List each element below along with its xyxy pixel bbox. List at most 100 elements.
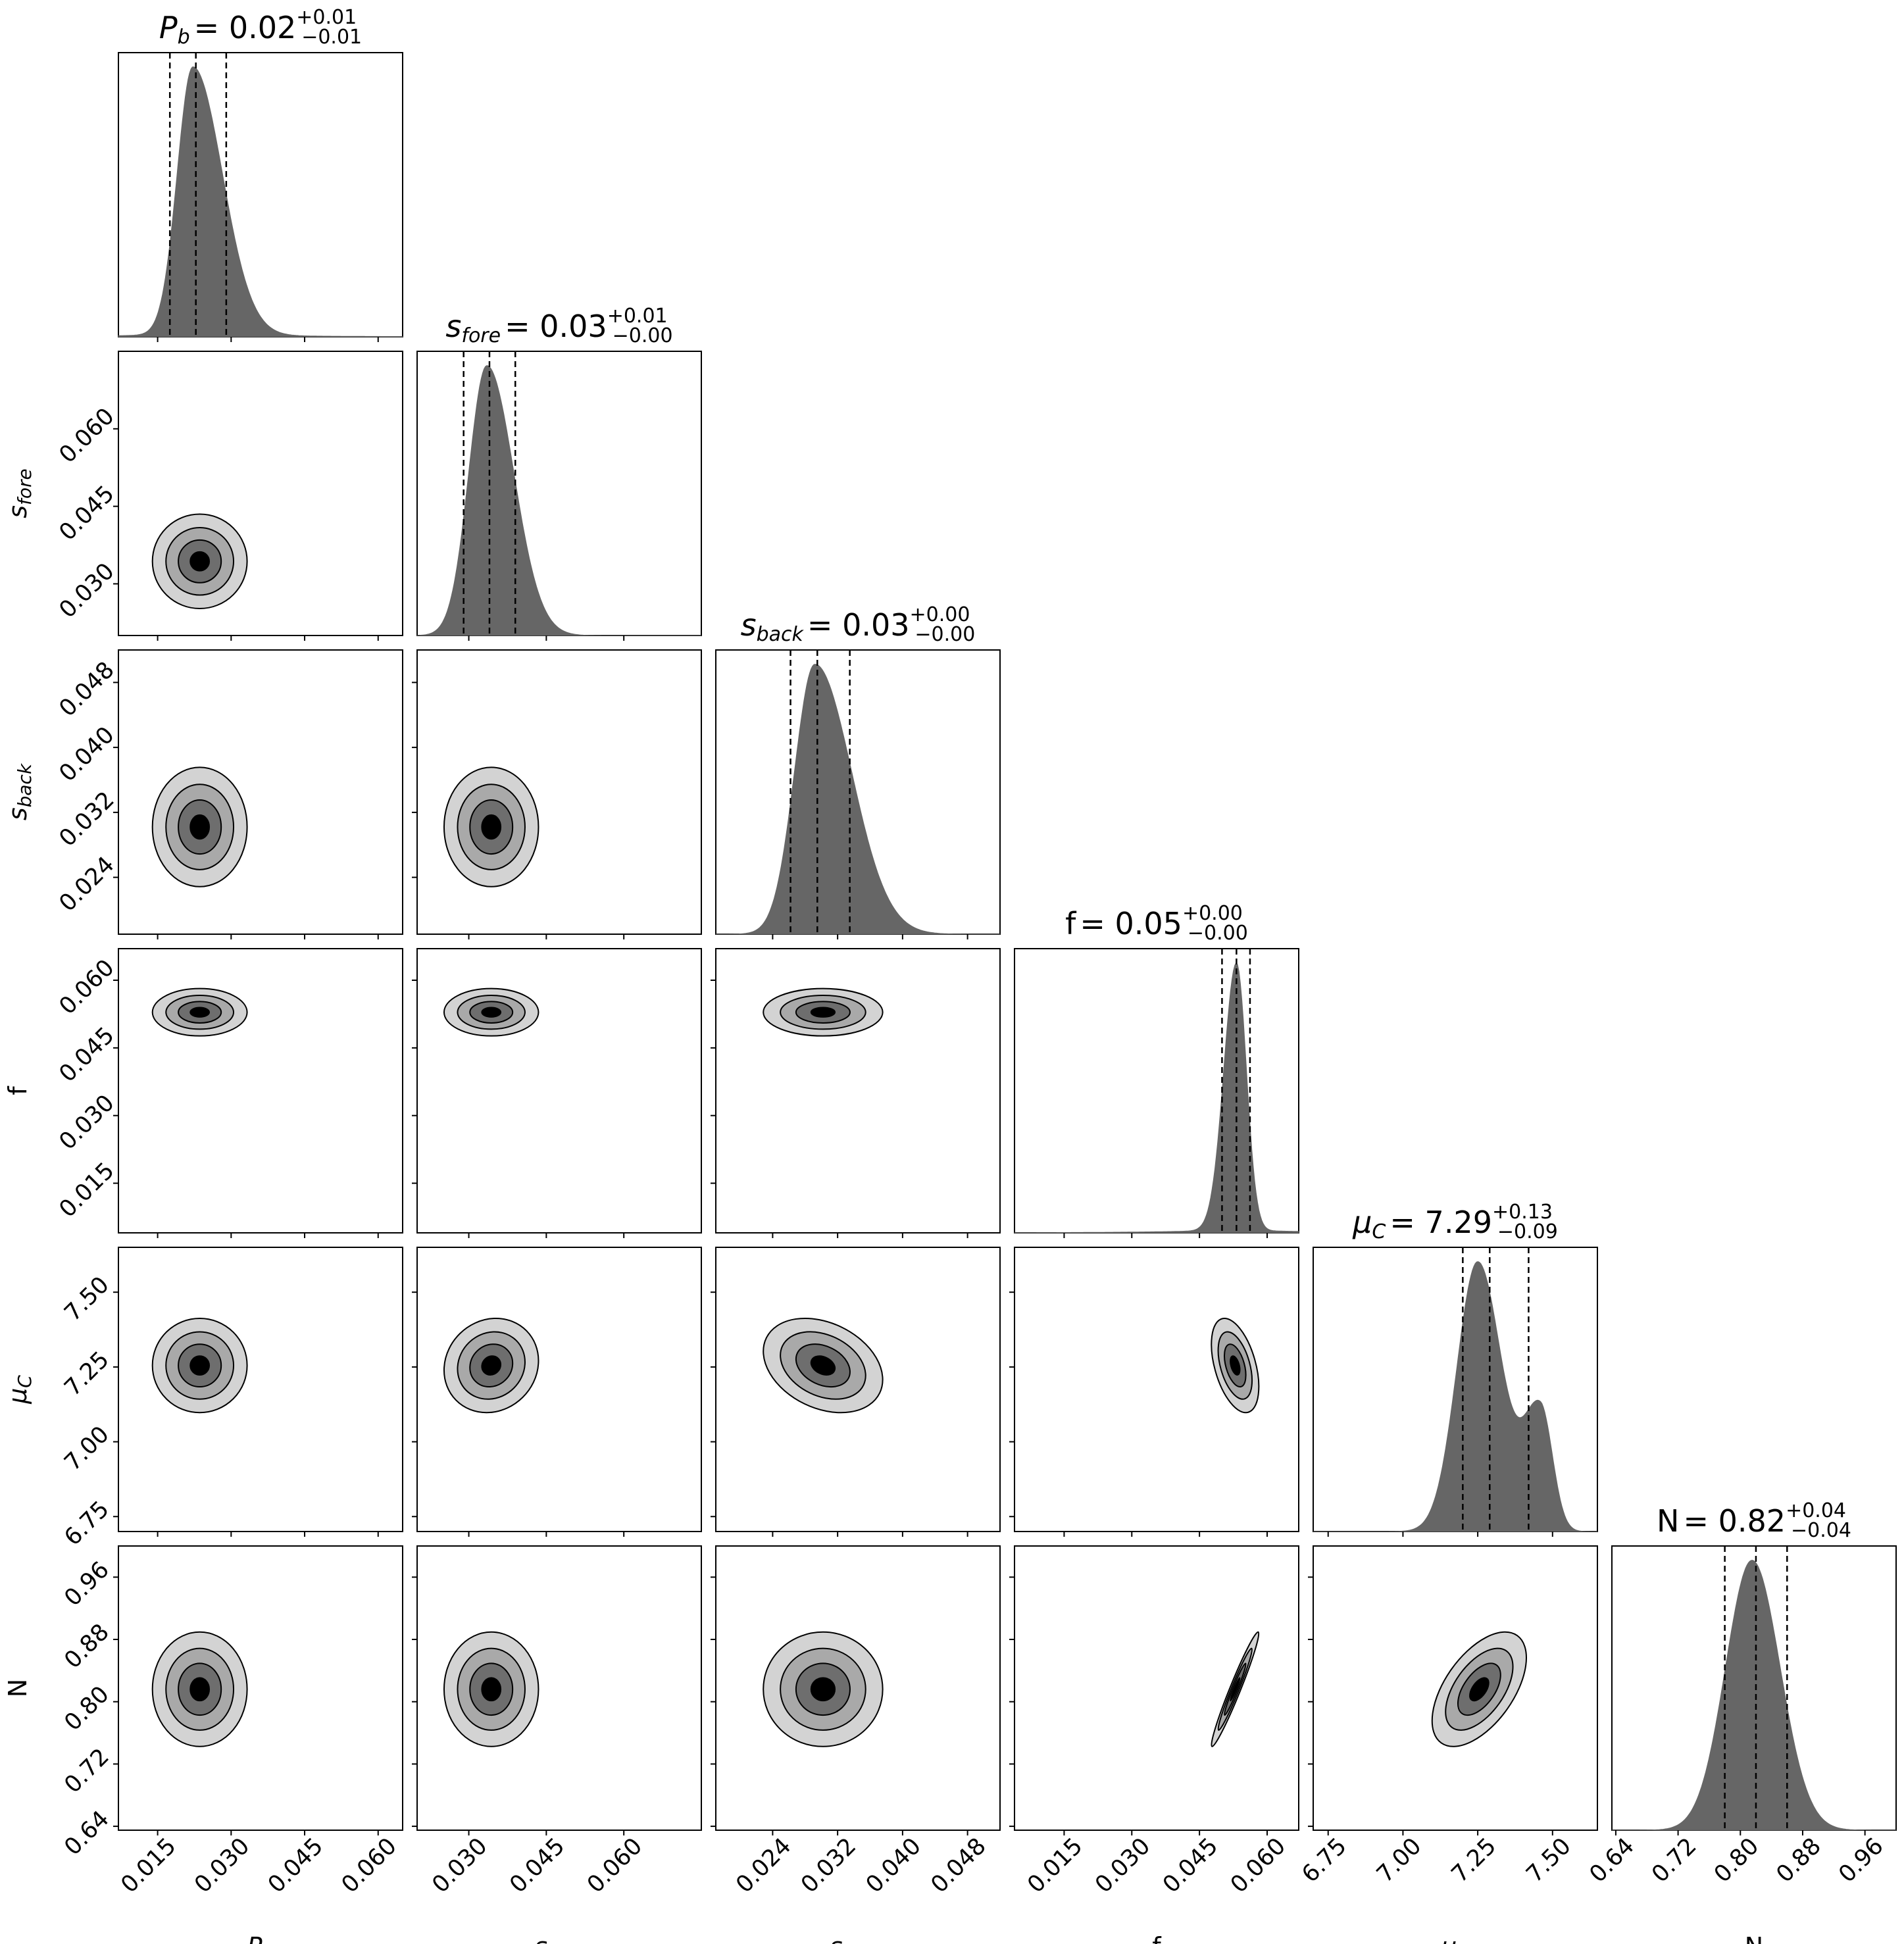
title-subscript: b [178,26,190,49]
x-tick-label: 0.048 [926,1833,991,1898]
x-tick-label: 0.015 [116,1833,182,1898]
title-plus: +0.01 [607,305,668,328]
contour-level-3 [810,1355,836,1376]
title-equals: = [194,10,229,45]
title-plus: +0.00 [909,603,970,626]
title-plus: +0.04 [1786,1499,1846,1522]
y-tick-label: 0.030 [55,1090,120,1155]
panel-frame [118,948,403,1234]
panel-N-vs-muC: 6.75 7.00 7.25 7.50 [1297,1545,1598,1888]
y-tick-label: 0.045 [55,1022,120,1087]
panel-frame [416,948,702,1234]
x-tick-label: 0.032 [796,1833,861,1898]
x-tick-label: 0.045 [263,1833,328,1898]
contour-level-3 [481,814,502,840]
title-minus: −0.00 [613,324,673,347]
y-tick-label: 0.015 [55,1158,120,1223]
panel-muC-vs-Pb: 6.75 7.00 7.25 7.50 [59,1247,403,1551]
y-axis-label-N: N [3,1679,32,1697]
contour-level-3 [1230,1355,1241,1376]
panel-frame [1313,1545,1598,1831]
panel-f-vs-sfore [412,948,702,1238]
title-minus: −0.04 [1791,1519,1851,1542]
panel-frame [715,948,1001,1234]
panel-sfore-vs-Pb: 0.030 0.045 0.060 [55,351,403,641]
title-subscript: fore [461,324,501,347]
x-axis-label-muC: μC [1440,1932,1470,1944]
contour-level-3 [810,1007,836,1018]
x-tick-label: 0.80 [1709,1833,1764,1887]
y-tick-label: 0.80 [59,1682,114,1736]
title-minus: −0.09 [1497,1220,1558,1243]
x-tick-label: 0.64 [1585,1833,1640,1887]
title-value: 0.03 [539,309,607,344]
panel-N-vs-f: 0.015 0.030 0.045 0.060 [1009,1545,1299,1898]
title-value: 7.29 [1425,1205,1492,1240]
histogram-sfore [416,365,701,636]
x-axis-label-sback: sback [830,1932,888,1944]
panel-sback-vs-sfore [412,649,702,939]
title-symbol: s [445,309,461,344]
contour-level-3 [481,1007,502,1018]
contour-level-3 [810,1677,836,1702]
x-tick-label: 0.024 [731,1833,796,1898]
panel-frame [715,1545,1001,1831]
y-axis-label-muC: μC [3,1375,36,1405]
marginal-panel-Pb: Pb = 0.02+0.01 −0.01 [118,6,403,342]
title-symbol: μ [1352,1205,1372,1240]
x-tick-label: 0.88 [1772,1833,1826,1887]
title-equals: = [1390,1205,1424,1240]
panel-muC-vs-sfore [412,1247,702,1537]
marginal-panel-sfore: sfore = 0.03+0.01 −0.00 [416,305,702,641]
marginal-panel-muC: μC = 7.29+0.13 −0.09 [1313,1201,1598,1537]
x-tick-label: 0.030 [1090,1833,1155,1898]
x-axis-label-N: N [1745,1932,1763,1944]
title-subscript: back [757,623,805,646]
x-tick-label: 0.060 [1226,1833,1291,1898]
y-axis-label-f: f [3,1085,32,1095]
panel-frame [416,649,702,935]
y-tick-label: 0.040 [55,722,120,787]
x-axis-label-f: f [1152,1932,1162,1944]
x-tick-label: 7.25 [1447,1833,1501,1887]
y-tick-label: 7.50 [59,1272,114,1326]
x-tick-label: 0.040 [861,1833,926,1898]
title-equals: = [1080,906,1115,941]
marginal-panel-sback: sback = 0.03+0.00 −0.00 [715,603,1001,939]
y-tick-label: 6.75 [59,1496,114,1551]
y-tick-label: 0.048 [55,657,120,722]
title-minus: −0.00 [914,623,975,646]
panel-title-N: N = 0.82+0.04 −0.04 [1657,1499,1851,1542]
contour-level-3 [1230,1677,1241,1702]
title-value: 0.03 [842,607,909,643]
title-minus: −0.00 [1188,922,1248,945]
y-tick-label: 0.032 [55,787,120,852]
contour-level-3 [189,1677,211,1702]
y-tick-label: 0.024 [55,852,120,917]
panel-frame [416,1247,702,1532]
panel-N-vs-sback: 0.024 0.032 0.040 0.048 [711,1545,1001,1898]
contour-level-3 [189,814,211,840]
y-tick-label: 0.045 [55,481,120,546]
panel-frame [715,1247,1001,1532]
title-value: 0.05 [1115,906,1182,941]
title-minus: −0.01 [301,26,362,49]
panel-title-muC: μC = 7.29+0.13 −0.09 [1352,1201,1558,1243]
histogram-Pb [118,66,403,337]
x-tick-label: 7.50 [1521,1833,1576,1887]
contour-level-3 [481,1355,502,1376]
marginal-panel-N: N = 0.82+0.04 −0.04 0.64 0.72 0.80 0.88 0.96 [1585,1499,1897,1888]
panel-frame [118,649,403,935]
y-tick-label: 0.060 [55,955,120,1020]
histogram-sback [716,664,1000,935]
x-axis-label-sfore: sfore [534,1932,584,1944]
title-plus: +0.13 [1492,1201,1553,1224]
x-tick-label: 0.060 [337,1833,402,1898]
title-symbol: s [741,607,757,643]
panel-frame [1014,1545,1299,1831]
y-axis-label-sback: sback [3,762,36,820]
histogram-f [1014,962,1299,1234]
